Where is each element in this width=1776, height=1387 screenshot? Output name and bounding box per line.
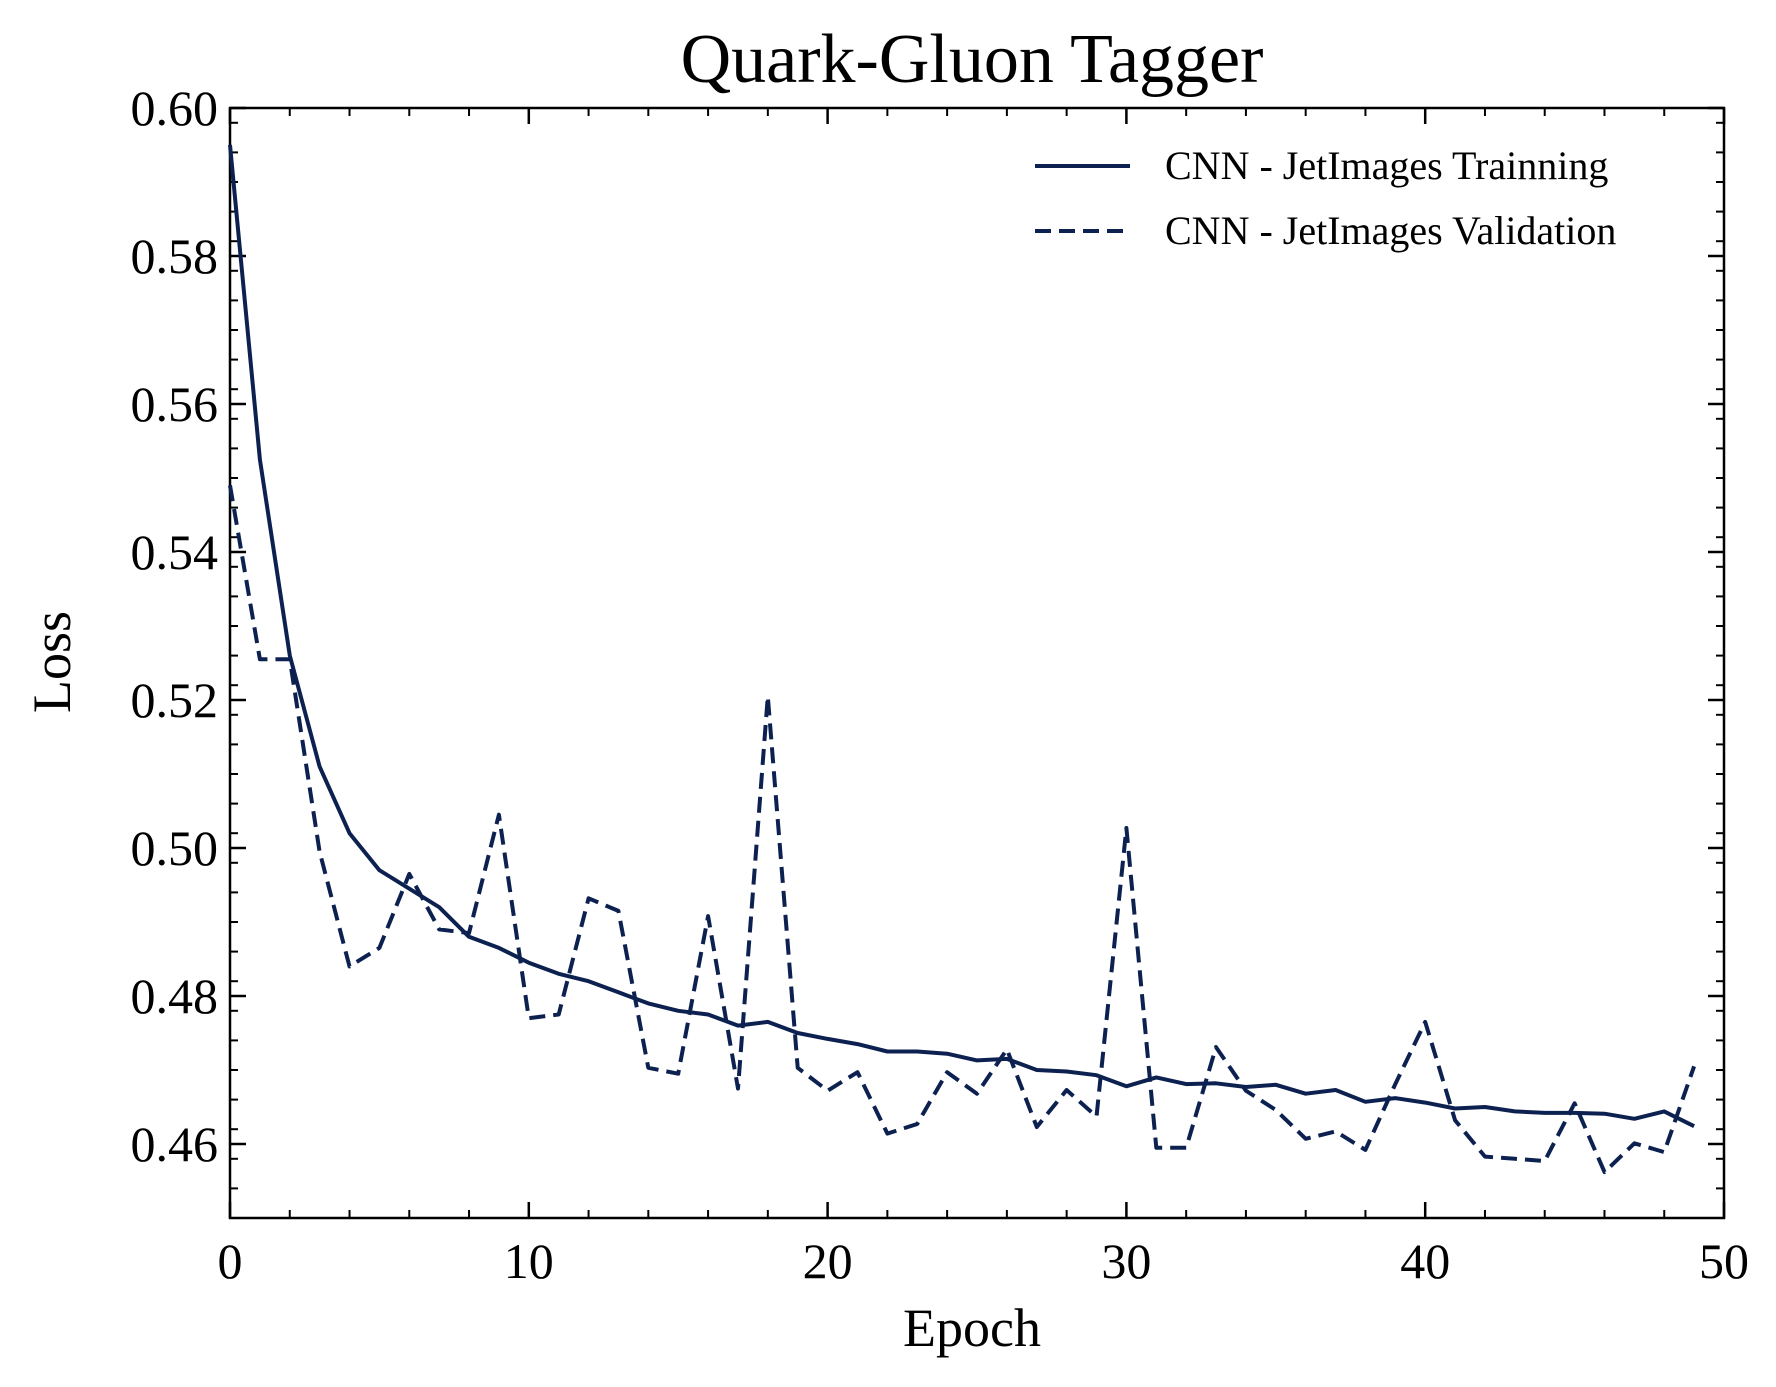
validation-loss-line bbox=[228, 485, 1696, 1175]
plot-area: 0 10 20 30 40 50 0.46 0.48 0.50 0.52 0.54 0.56 0.58 0… bbox=[131, 80, 1750, 1289]
x-tick-label: 20 bbox=[803, 1233, 853, 1289]
y-tick-label: 0.54 bbox=[131, 524, 219, 580]
x-tick-label: 10 bbox=[504, 1233, 554, 1289]
y-tick-label: 0.60 bbox=[131, 80, 219, 136]
y-tick-label: 0.46 bbox=[131, 1116, 219, 1172]
y-tick-label: 0.58 bbox=[131, 228, 219, 284]
y-axis-label: Loss bbox=[22, 611, 82, 713]
y-tick-label: 0.50 bbox=[131, 820, 219, 876]
axes-frame bbox=[228, 106, 1726, 1220]
legend-label-validation: CNN - JetImages Validation bbox=[1165, 208, 1616, 253]
y-tick-label: 0.56 bbox=[131, 376, 219, 432]
x-tick-label: 30 bbox=[1101, 1233, 1151, 1289]
x-axis-label: Epoch bbox=[903, 1298, 1041, 1358]
legend-label-training: CNN - JetImages Trainning bbox=[1165, 143, 1608, 188]
x-tick-label: 0 bbox=[218, 1233, 243, 1289]
y-tick-label: 0.48 bbox=[131, 968, 219, 1024]
x-tick-label: 40 bbox=[1400, 1233, 1450, 1289]
y-tick-label: 0.52 bbox=[131, 672, 219, 728]
x-tick-label: 50 bbox=[1699, 1233, 1749, 1289]
chart-title: Quark-Gluon Tagger bbox=[681, 21, 1264, 98]
training-loss-line bbox=[228, 144, 1695, 1128]
